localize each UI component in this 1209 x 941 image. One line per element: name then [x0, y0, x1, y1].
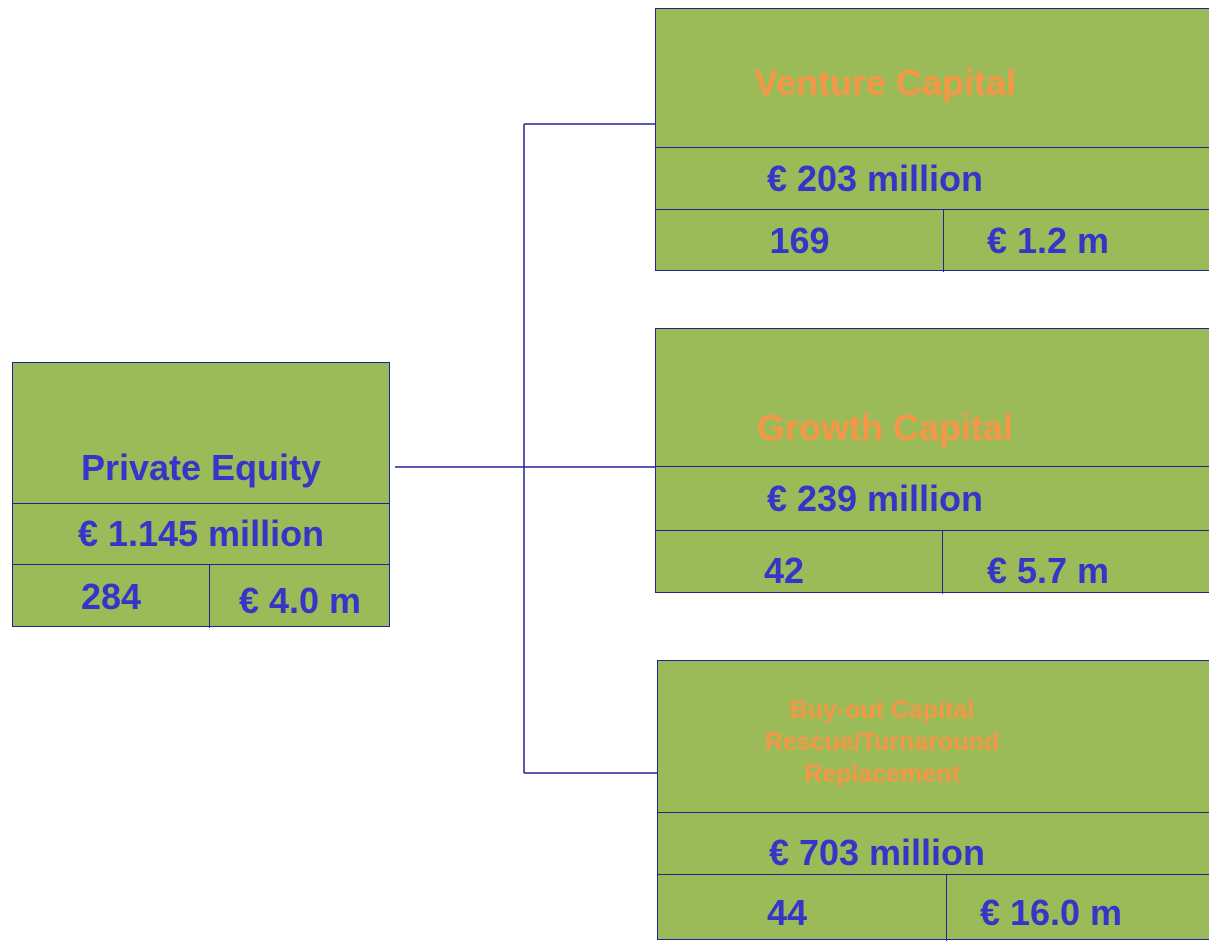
- label: € 703 million: [768, 831, 986, 873]
- node-total: € 1.145 million: [13, 504, 389, 565]
- node-box: Venture Capital € 203 million 169 € 1.2 …: [655, 8, 1209, 272]
- node-stats: 284 € 4.0 m: [13, 565, 389, 628]
- node-total: € 703 million: [658, 813, 1209, 875]
- label: Rescue/Turnaround: [764, 727, 1000, 756]
- node-stats: 42 € 5.7 m: [656, 531, 1209, 594]
- label: Replacement: [804, 759, 960, 788]
- label: € 16.0 m: [979, 892, 1123, 933]
- node-title: Private Equity: [13, 363, 389, 504]
- node-box: Private Equity € 1.145 million 284 € 4.0…: [12, 362, 390, 628]
- label: € 203 million: [766, 157, 984, 199]
- node-count: 42: [656, 531, 943, 594]
- node-title: Buy-out Capital Rescue/Turnaround Replac…: [658, 661, 1209, 813]
- label: Venture Capital: [753, 62, 1017, 103]
- node-total: € 239 million: [656, 467, 1209, 531]
- label: 42: [763, 550, 805, 591]
- node-stats: 44 € 16.0 m: [658, 875, 1209, 941]
- title-text: Private Equity: [80, 447, 322, 488]
- node-count: 284: [13, 565, 210, 628]
- node-count: 169: [656, 210, 944, 272]
- node-box: Buy-out Capital Rescue/Turnaround Replac…: [657, 660, 1209, 941]
- label: 44: [766, 892, 808, 933]
- node-box: Growth Capital € 239 million 42 € 5.7 m: [655, 328, 1209, 594]
- node-average: € 16.0 m: [946, 875, 1156, 941]
- label: € 4.0 m: [238, 580, 362, 621]
- node-total: € 203 million: [656, 148, 1209, 210]
- node-title: Venture Capital: [656, 9, 1209, 148]
- node-average: € 4.0 m: [209, 565, 391, 628]
- label: Buy-out Capital: [789, 695, 975, 724]
- node-average: € 1.2 m: [986, 220, 1110, 261]
- node-count: 44: [658, 875, 947, 941]
- node-title: Growth Capital: [656, 329, 1209, 467]
- node-average: € 5.7 m: [986, 550, 1110, 591]
- label: € 239 million: [766, 477, 984, 519]
- node-stats: 169 € 1.2 m: [656, 210, 1209, 272]
- label: Growth Capital: [756, 406, 1013, 448]
